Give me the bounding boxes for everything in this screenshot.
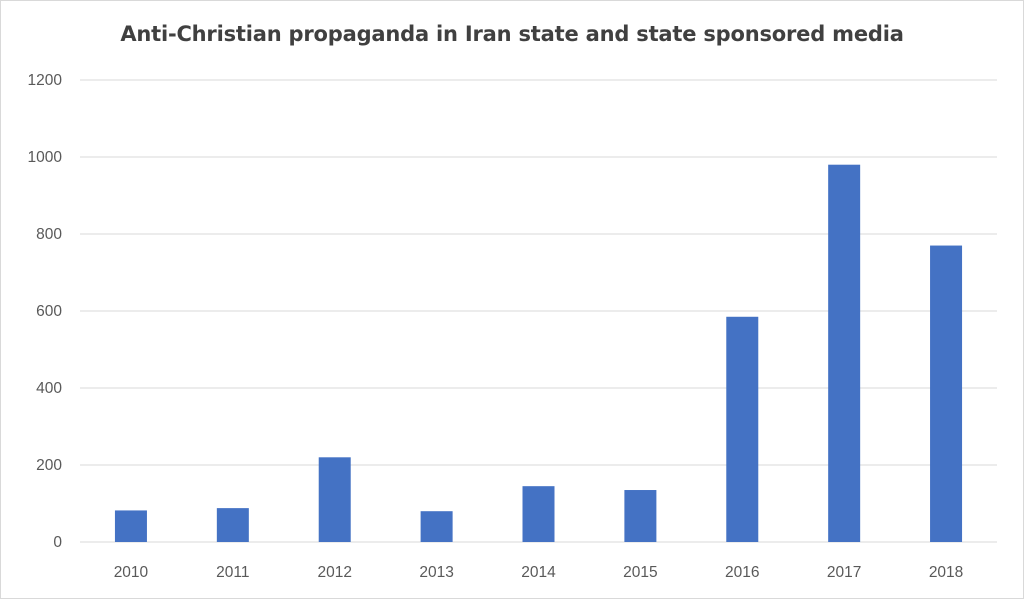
bar-2015	[624, 490, 657, 542]
bar-2011	[216, 508, 249, 542]
x-tick-label: 2016	[725, 564, 759, 581]
y-tick-label: 1200	[28, 72, 63, 89]
y-tick-label: 400	[36, 380, 62, 397]
x-axis-labels: 2010 2011 2012 2013 2014 2015 2016 2017 2018	[114, 564, 964, 581]
x-tick-label: 2014	[521, 564, 556, 581]
y-axis-labels: 0 200 400 600 800 1000 1200	[28, 72, 63, 551]
chart-title: Anti-Christian propaganda in Iran state …	[120, 22, 904, 46]
x-tick-label: 2017	[827, 564, 861, 581]
y-tick-label: 600	[36, 303, 62, 320]
y-tick-label: 800	[36, 226, 62, 243]
y-tick-label: 1000	[28, 149, 63, 166]
bars	[114, 164, 963, 543]
y-tick-label: 200	[36, 457, 62, 474]
bar-2010	[114, 510, 147, 542]
bar-2018	[930, 245, 963, 543]
x-tick-label: 2013	[419, 564, 453, 581]
bar-2014	[522, 486, 555, 542]
bar-2016	[726, 316, 759, 542]
bar-2013	[420, 511, 453, 542]
x-tick-label: 2010	[114, 564, 149, 581]
bar-2017	[828, 164, 861, 542]
y-tick-label: 0	[53, 534, 62, 551]
x-tick-label: 2018	[929, 564, 963, 581]
bar-2012	[318, 457, 351, 542]
x-tick-label: 2015	[623, 564, 657, 581]
x-tick-label: 2012	[317, 564, 351, 581]
x-tick-label: 2011	[216, 564, 249, 581]
